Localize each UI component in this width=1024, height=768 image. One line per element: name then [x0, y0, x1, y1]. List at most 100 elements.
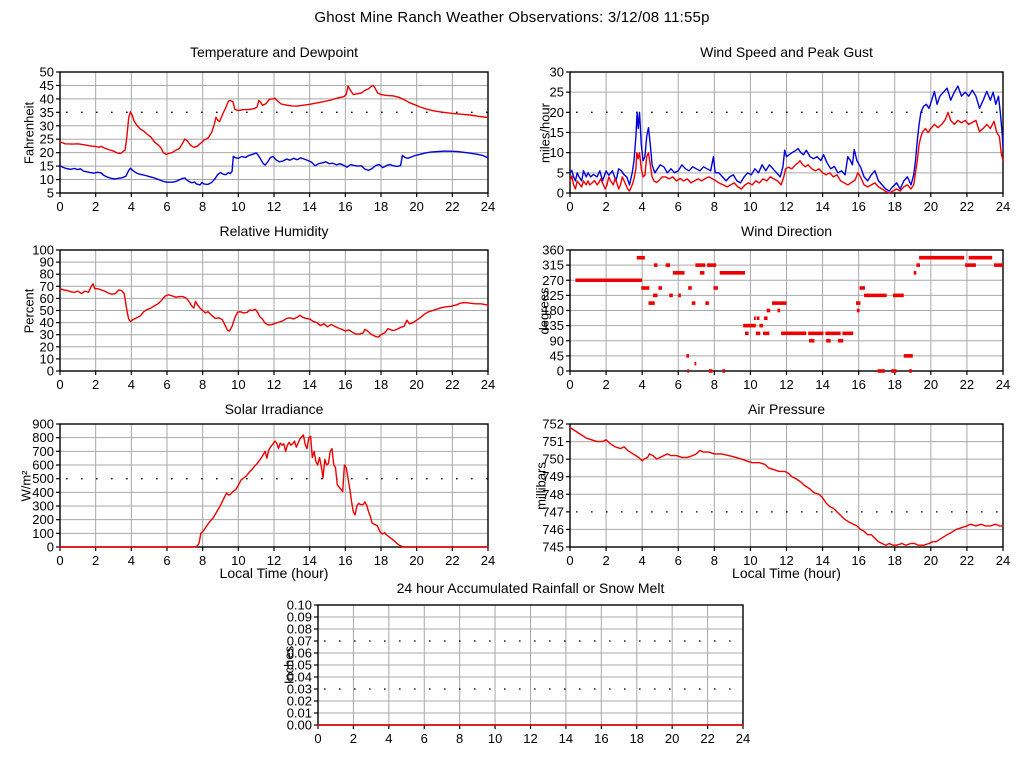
ytick-wind: 5 — [557, 165, 564, 180]
ytick-temperature: 45 — [40, 78, 54, 93]
xtick-rain: 0 — [314, 731, 321, 746]
y-axis-label-fahrenheit: Fahrenheit — [21, 101, 37, 165]
y-axis-label-degrees: degrees — [536, 287, 552, 335]
xtick-wind: 12 — [779, 199, 793, 214]
xtick-humidity: 22 — [445, 377, 459, 392]
xtick-pressure: 12 — [779, 553, 793, 568]
xtick-wind: 16 — [851, 199, 865, 214]
ytick-pressure: 748 — [542, 487, 564, 502]
ytick-solar: 100 — [32, 526, 54, 541]
xtick-temperature: 4 — [128, 199, 135, 214]
ytick-direction: 0 — [557, 364, 564, 379]
xtick-wind: 20 — [924, 199, 938, 214]
ytick-rain: 0.04 — [287, 670, 312, 685]
ytick-rain: 0.00 — [287, 718, 312, 733]
series-temperature — [59, 84, 489, 156]
ytick-direction: 315 — [542, 258, 564, 273]
xtick-direction: 10 — [743, 377, 757, 392]
xtick-humidity: 12 — [267, 377, 281, 392]
xtick-temperature: 14 — [302, 199, 316, 214]
xtick-direction: 0 — [566, 377, 573, 392]
xtick-wind: 2 — [602, 199, 609, 214]
chart-title-solar: Solar Irradiance — [224, 401, 324, 417]
chart-title-wind-speed: Wind Speed and Peak Gust — [700, 44, 873, 60]
xtick-pressure: 6 — [675, 553, 682, 568]
xtick-direction: 16 — [851, 377, 865, 392]
xtick-humidity: 18 — [374, 377, 388, 392]
ytick-temperature: 5 — [47, 186, 54, 201]
ytick-temperature: 15 — [40, 159, 54, 174]
xtick-rain: 18 — [630, 731, 644, 746]
series-relative-humidity — [59, 283, 489, 338]
xtick-direction: 4 — [639, 377, 646, 392]
xtick-direction: 6 — [675, 377, 682, 392]
xtick-rain: 22 — [700, 731, 714, 746]
ytick-humidity: 90 — [40, 255, 54, 270]
xtick-humidity: 2 — [92, 377, 99, 392]
ytick-humidity: 70 — [40, 279, 54, 294]
ytick-temperature: 10 — [40, 172, 54, 187]
ytick-temperature: 25 — [40, 132, 54, 147]
ytick-solar: 800 — [32, 430, 54, 445]
ytick-humidity: 0 — [47, 364, 54, 379]
xtick-pressure: 4 — [639, 553, 646, 568]
xtick-humidity: 16 — [338, 377, 352, 392]
xtick-humidity: 0 — [56, 377, 63, 392]
xtick-temperature: 24 — [481, 199, 495, 214]
ytick-direction: 180 — [542, 303, 564, 318]
xtick-rain: 10 — [488, 731, 502, 746]
ytick-direction: 270 — [542, 273, 564, 288]
series-air-pressure — [569, 426, 1004, 546]
y-axis-label-inches: Inches — [281, 645, 297, 685]
xtick-wind: 0 — [566, 199, 573, 214]
xtick-direction: 18 — [888, 377, 902, 392]
xtick-direction: 14 — [815, 377, 829, 392]
ytick-solar: 0 — [47, 540, 54, 555]
ytick-direction: 135 — [542, 318, 564, 333]
ytick-pressure: 749 — [542, 469, 564, 484]
xtick-rain: 24 — [736, 731, 750, 746]
ytick-pressure: 746 — [542, 522, 564, 537]
ytick-rain: 0.05 — [287, 658, 312, 673]
y-axis-label-millibars: millibars — [533, 462, 549, 510]
xtick-solar: 10 — [231, 553, 245, 568]
chart-title-rainfall: 24 hour Accumulated Rainfall or Snow Mel… — [396, 580, 665, 596]
xtick-direction: 22 — [960, 377, 974, 392]
ytick-wind: 15 — [550, 125, 564, 140]
xtick-temperature: 18 — [374, 199, 388, 214]
chart-title-pressure: Air Pressure — [747, 401, 826, 417]
ytick-rain: 0.09 — [287, 610, 312, 625]
xtick-pressure: 8 — [711, 553, 718, 568]
xtick-pressure: 16 — [851, 553, 865, 568]
xtick-pressure: 14 — [815, 553, 829, 568]
ytick-pressure: 747 — [542, 504, 564, 519]
xtick-rain: 12 — [523, 731, 537, 746]
ytick-direction: 45 — [550, 348, 564, 363]
y-axis-label-wm2: W/m² — [18, 470, 34, 502]
ytick-rain: 0.01 — [287, 706, 312, 721]
xtick-solar: 2 — [92, 553, 99, 568]
xtick-solar: 24 — [481, 553, 495, 568]
xtick-temperature: 20 — [409, 199, 423, 214]
ytick-pressure: 751 — [542, 434, 564, 449]
ytick-pressure: 745 — [542, 540, 564, 555]
ytick-rain: 0.10 — [287, 598, 312, 613]
xtick-solar: 8 — [199, 553, 206, 568]
xtick-wind: 4 — [639, 199, 646, 214]
xtick-wind: 10 — [743, 199, 757, 214]
page-title: Ghost Mine Ranch Weather Observations: 3… — [314, 9, 710, 26]
xtick-wind: 8 — [711, 199, 718, 214]
series-peak-gust — [569, 85, 1004, 192]
xtick-pressure: 20 — [924, 553, 938, 568]
xtick-temperature: 10 — [231, 199, 245, 214]
ytick-humidity: 80 — [40, 267, 54, 282]
ytick-humidity: 20 — [40, 339, 54, 354]
xtick-wind: 22 — [960, 199, 974, 214]
xtick-solar: 18 — [374, 553, 388, 568]
xtick-rain: 20 — [665, 731, 679, 746]
xtick-solar: 0 — [56, 553, 63, 568]
